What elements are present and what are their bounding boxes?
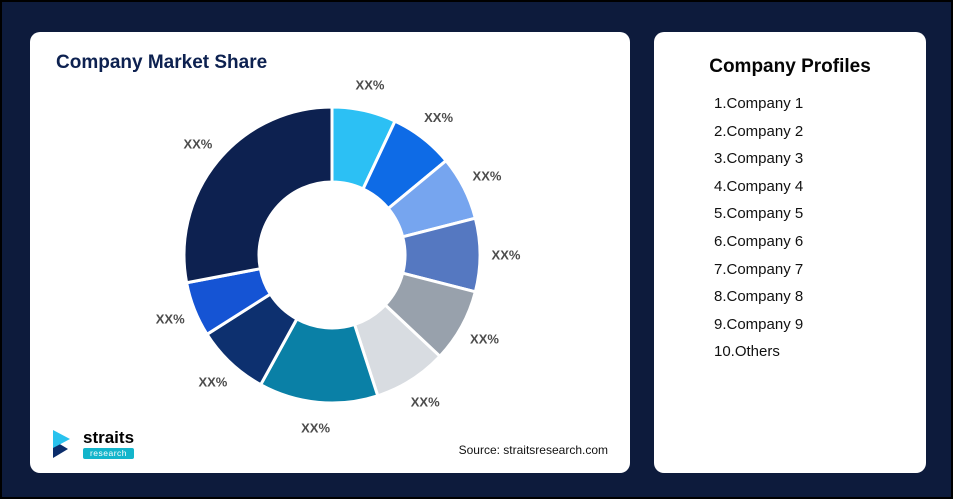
- donut-chart: XX% XX% XX% XX% XX% XX% XX% XX% XX% XX%: [156, 78, 521, 436]
- donut-slice: [182, 105, 334, 285]
- slice-label: XX%: [183, 137, 212, 152]
- logo-name: straits: [83, 427, 135, 447]
- profiles-title: Company Profiles: [709, 56, 871, 77]
- slice-label: XX%: [411, 394, 440, 409]
- logo-subtitle: research: [83, 447, 135, 459]
- list-item: 3.Company 3: [714, 150, 804, 168]
- slice-label: XX%: [198, 374, 227, 389]
- profiles-list: 1.Company 1 2.Company 2 3.Company 3 4.Co…: [654, 90, 926, 366]
- source-attribution: Source: straitsresearch.com: [458, 443, 608, 457]
- list-item: 4.Company 4: [714, 177, 804, 195]
- logo-arrow-icon: [53, 429, 70, 458]
- list-item: 7.Company 7: [714, 260, 804, 278]
- logo-text: straits research: [83, 427, 135, 459]
- list-item: 8.Company 8: [714, 288, 804, 306]
- list-item: 6.Company 6: [714, 232, 804, 250]
- company-profiles-card: Company Profiles 1.Company 1 2.Company 2…: [654, 32, 926, 473]
- slice-label: XX%: [356, 78, 385, 93]
- slice-label: XX%: [470, 331, 499, 346]
- chart-title: Company Market Share: [56, 52, 268, 73]
- market-share-card: Company Market Share XX% XX% XX% XX% XX% XX% X…: [30, 32, 630, 473]
- list-item: 9.Company 9: [714, 315, 804, 333]
- slice-label: XX%: [492, 248, 521, 263]
- list-item: 2.Company 2: [714, 122, 804, 140]
- slice-label: XX%: [424, 110, 453, 125]
- straits-research-logo: straits research: [52, 427, 135, 459]
- slice-label: XX%: [156, 312, 185, 327]
- list-item: 1.Company 1: [714, 95, 804, 112]
- list-item: 5.Company 5: [714, 205, 804, 223]
- slice-label: XX%: [473, 169, 502, 184]
- slice-label: XX%: [301, 421, 330, 436]
- list-item: 10.Others: [714, 343, 780, 361]
